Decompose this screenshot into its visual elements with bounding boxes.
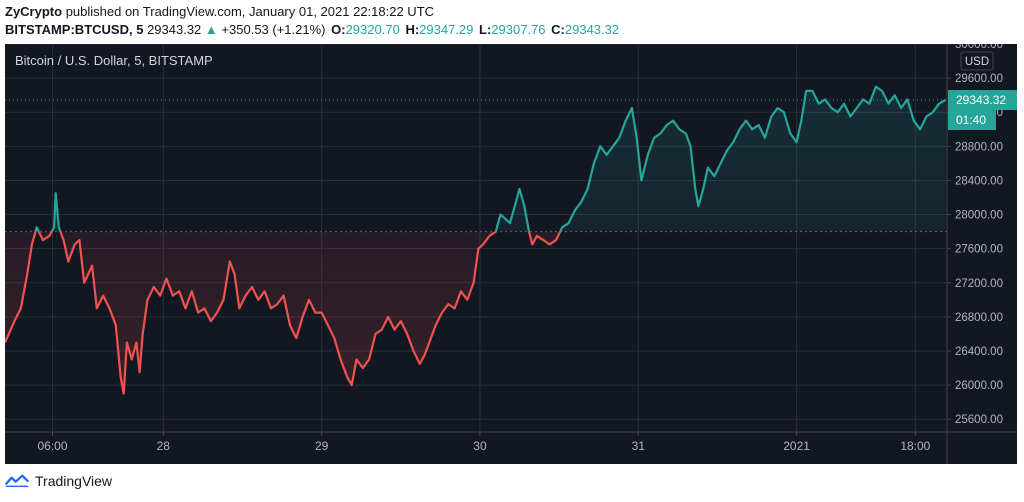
price-line-down (5, 231, 562, 395)
y-tick-label: 26800.00 (955, 312, 1003, 324)
y-tick-label: 28400.00 (955, 175, 1003, 187)
y-tick-label: 27200.00 (955, 278, 1003, 290)
high-value: 29347.29 (419, 22, 474, 37)
y-tick-label: 26000.00 (955, 380, 1003, 392)
ohlc-legend: BITSTAMP:BTCUSD, 5 29343.32 ▲ +350.53 (+… (5, 22, 619, 37)
publish-info: ZyCrypto published on TradingView.com, J… (5, 4, 434, 19)
x-tick-label: 2021 (783, 439, 810, 453)
y-tick-label: 27600.00 (955, 244, 1003, 256)
x-tick-label: 29 (315, 439, 329, 453)
x-tick-label: 30 (473, 439, 487, 453)
x-tick-label: 28 (157, 439, 171, 453)
symbol-label: BITSTAMP:BTCUSD, 5 (5, 22, 144, 37)
currency-label: USD (965, 56, 989, 68)
tradingview-logo-icon[interactable] (5, 474, 29, 488)
countdown-tag (948, 110, 996, 131)
close-label: C: (551, 22, 565, 37)
price-chart[interactable]: 25600.00 26000.00 26400.00 26800.00 27200.00… (5, 39, 1017, 464)
y-tick-label: 30000.00 (955, 44, 1003, 51)
x-tick-label: 31 (632, 439, 646, 453)
high-label: H: (405, 22, 420, 37)
publisher-name: ZyCrypto (5, 4, 63, 19)
open-value: 29320.70 (345, 22, 400, 37)
area-fill-down (5, 231, 561, 394)
y-tick-label: 29600.00 (955, 73, 1003, 85)
chart-area[interactable]: 25600.00 26000.00 26400.00 26800.00 27200.00… (5, 39, 1017, 464)
y-tick-label: 26400.00 (955, 346, 1003, 358)
currency-badge: USD (960, 51, 994, 71)
price-line-up (34, 85, 946, 232)
last-price-tag-label: 29343.32 (956, 93, 1006, 107)
low-label: L: (479, 22, 492, 37)
up-arrow-icon: ▲ (204, 22, 218, 37)
footer-brand[interactable]: TradingView (35, 473, 113, 489)
open-label: O: (331, 22, 346, 37)
chart-title: Bitcoin / U.S. Dollar, 5, BITSTAMP (15, 53, 213, 68)
last-price-tag (948, 90, 1017, 111)
price-change: +350.53 (+1.21%) (221, 22, 326, 37)
footer: TradingView (5, 473, 112, 489)
y-tick-label: 28800.00 (955, 141, 1003, 153)
y-tick-label: 28000.00 (955, 210, 1003, 222)
x-tick-label: 06:00 (37, 439, 67, 453)
last-price: 29343.32 (147, 22, 202, 37)
currency-badge-box (960, 51, 994, 71)
countdown-label: 01:40 (956, 113, 986, 127)
y-tick-label: 25600.00 (955, 414, 1003, 426)
published-text: published on TradingView.com, January 01… (65, 4, 435, 19)
x-tick-label: 18:00 (900, 439, 930, 453)
low-value: 29307.76 (491, 22, 546, 37)
area-fill-up (5, 86, 946, 232)
close-value: 29343.32 (564, 22, 620, 37)
